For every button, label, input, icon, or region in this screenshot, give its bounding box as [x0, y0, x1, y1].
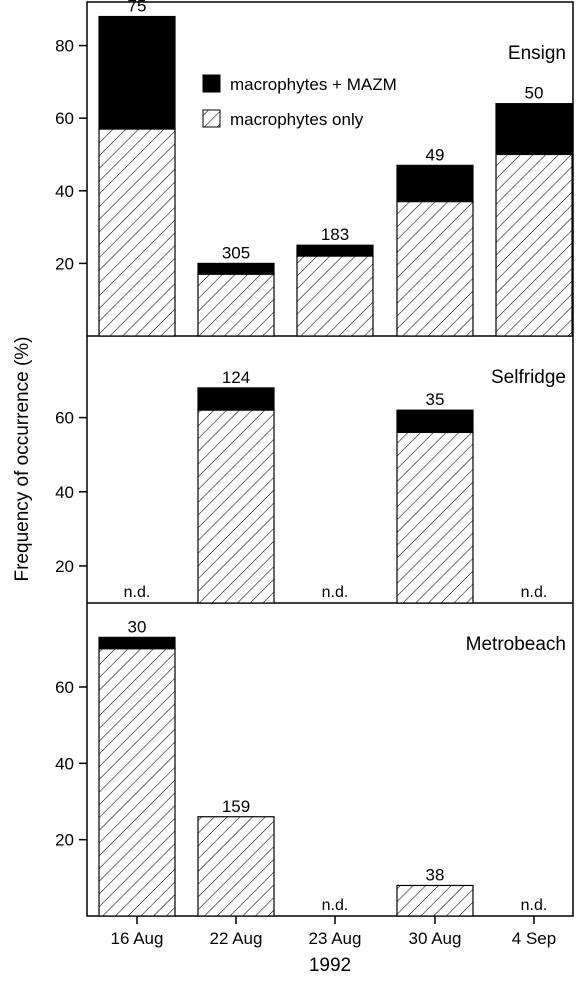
y-ticks-layer: 20 40 60 80 20 40 60 20 40 60: [55, 37, 87, 850]
bars-layer: [98, 15, 573, 917]
panel-name-ensign: Ensign: [508, 43, 566, 64]
bar-segment-macrophytes-mazm: [197, 387, 275, 411]
legend: macrophytes + MAZM macrophytes only: [202, 74, 397, 129]
bar-segment-macrophytes-mazm: [396, 409, 474, 434]
panel-name-metrobeach: Metrobeach: [466, 634, 566, 655]
bar-segment-macrophytes-mazm: [98, 15, 176, 130]
x-tick-label: 4 Sep: [512, 929, 556, 948]
bar-sample-size-label: 305: [222, 243, 250, 262]
bar-segment-macrophytes-only: [396, 884, 474, 917]
bar-segment-macrophytes-only: [396, 431, 474, 604]
y-tick-label: 60: [55, 678, 74, 697]
bar-segment-macrophytes-mazm: [197, 262, 275, 275]
x-tick-label: 22 Aug: [210, 929, 263, 948]
bar-sample-size-label: 49: [426, 145, 445, 164]
legend-swatch-hatched: [202, 109, 221, 128]
bar-segment-macrophytes-mazm: [98, 636, 176, 650]
bar-segment-macrophytes-mazm: [396, 164, 474, 203]
labels-layer: Ensign 75 305 183 49 50 Selfridge n.d. 124 n.d. 35…: [124, 0, 566, 914]
bar-sample-size-label: 38: [426, 865, 445, 884]
y-tick-label: 40: [55, 182, 74, 201]
bar-sample-size-label: 124: [222, 368, 250, 387]
bar-sample-size-label: 159: [222, 797, 250, 816]
bar-segment-macrophytes-mazm: [296, 244, 374, 257]
bar-segment-macrophytes-only: [197, 409, 275, 604]
y-tick-label: 40: [55, 754, 74, 773]
legend-label-macrophytes-only: macrophytes only: [230, 110, 364, 129]
legend-label-mazm: macrophytes + MAZM: [230, 75, 397, 94]
not-determined-label: n.d.: [521, 584, 548, 601]
bar-segment-macrophytes-only: [197, 816, 275, 917]
not-determined-label: n.d.: [521, 897, 548, 914]
x-axis-layer: 16 Aug 22 Aug 23 Aug 30 Aug 4 Sep: [111, 916, 556, 948]
bar-sample-size-label: 75: [128, 0, 147, 16]
legend-swatch-solid: [202, 74, 221, 93]
y-tick-label: 80: [55, 37, 74, 56]
y-tick-label: 60: [55, 409, 74, 428]
bar-sample-size-label: 35: [426, 390, 445, 409]
bar-sample-size-label: 30: [128, 617, 147, 636]
plot-frame: [86, 1, 574, 917]
y-axis-title: Frequency of occurrence (%): [12, 337, 33, 582]
bar-segment-macrophytes-only: [197, 273, 275, 337]
x-tick-label: 16 Aug: [111, 929, 164, 948]
bar-segment-macrophytes-only: [495, 153, 573, 337]
bar-segment-macrophytes-only: [296, 255, 374, 337]
bar-segment-macrophytes-only: [98, 648, 176, 917]
y-tick-label: 20: [55, 831, 74, 850]
y-tick-label: 20: [55, 254, 74, 273]
not-determined-label: n.d.: [322, 584, 349, 601]
bar-segment-macrophytes-only: [396, 201, 474, 337]
y-tick-label: 60: [55, 109, 74, 128]
bar-sample-size-label: 50: [525, 84, 544, 103]
x-tick-label: 30 Aug: [409, 929, 462, 948]
bar-segment-macrophytes-mazm: [495, 103, 573, 156]
bar-segment-macrophytes-only: [98, 128, 176, 337]
y-tick-label: 40: [55, 483, 74, 502]
x-tick-label: 23 Aug: [309, 929, 362, 948]
panel-name-selfridge: Selfridge: [491, 367, 566, 388]
not-determined-label: n.d.: [322, 897, 349, 914]
x-axis-title: 1992: [309, 955, 351, 976]
y-tick-label: 20: [55, 557, 74, 576]
bar-sample-size-label: 183: [321, 225, 349, 244]
not-determined-label: n.d.: [124, 584, 151, 601]
